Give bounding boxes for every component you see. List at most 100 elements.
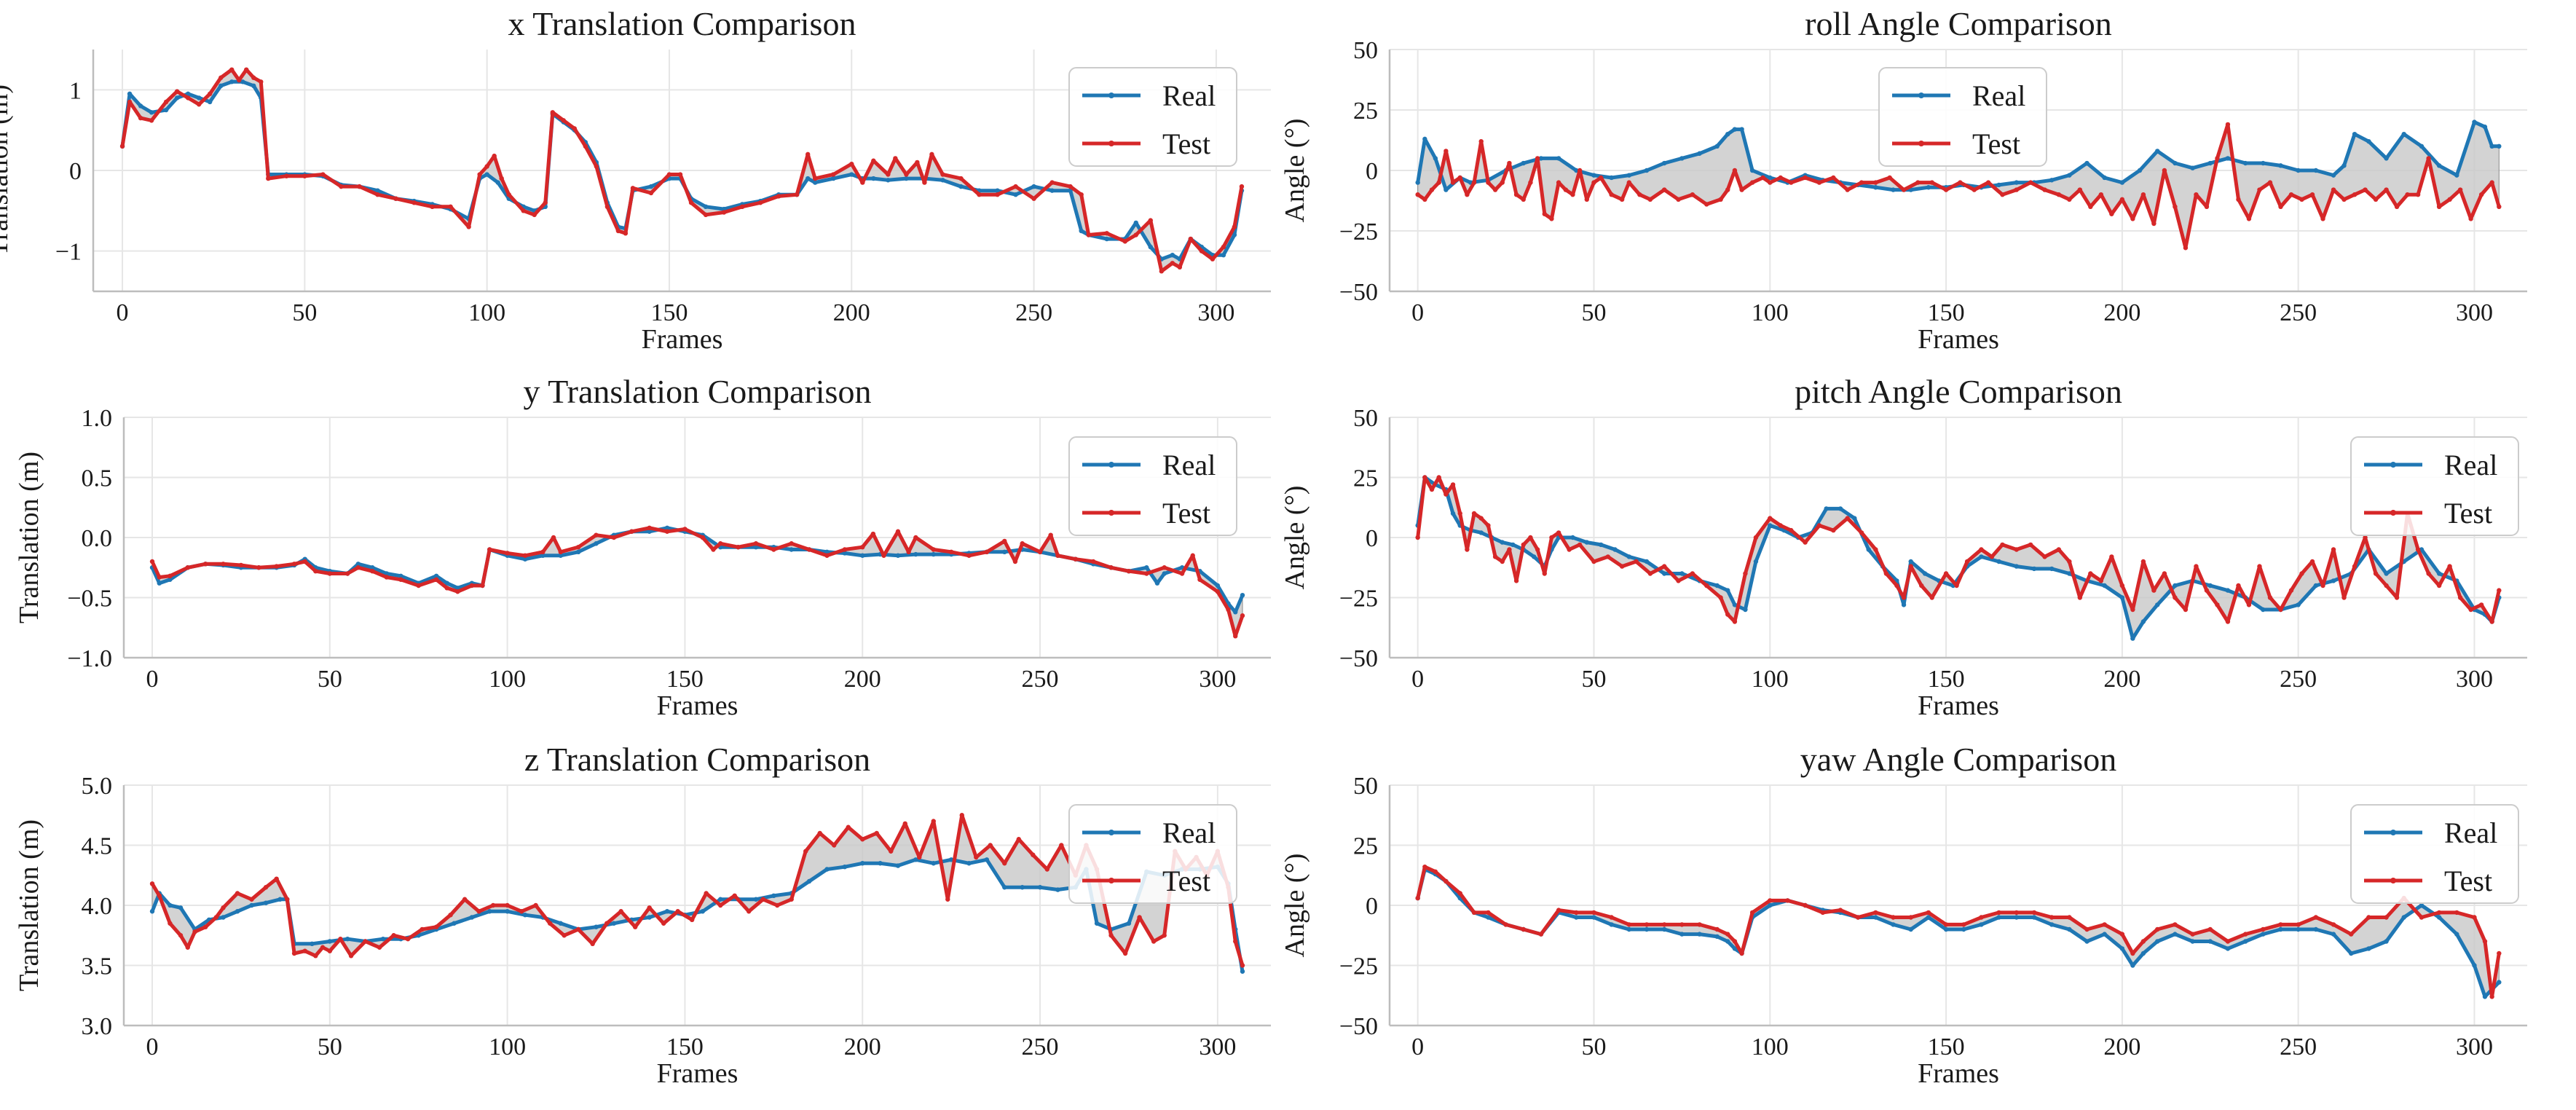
data-point-test — [1492, 187, 1498, 192]
data-point-real — [806, 878, 812, 884]
data-point-test — [1732, 168, 1738, 173]
data-point-real — [1979, 554, 1984, 559]
data-point-test — [1979, 547, 1984, 552]
data-point-test — [1845, 187, 1850, 192]
data-point-real — [2482, 994, 2488, 999]
data-point-test — [575, 926, 581, 932]
data-point-real — [1725, 939, 1730, 944]
data-point-test — [1507, 547, 1512, 552]
data-point-real — [1873, 915, 1878, 920]
series-line-test — [1416, 476, 2501, 623]
x-tick-label: 0 — [1411, 666, 1424, 693]
data-point-test — [2384, 187, 2389, 192]
data-point-real — [558, 553, 563, 558]
data-point-test — [1820, 910, 1826, 916]
data-point-real — [1725, 132, 1730, 137]
x-tick-label: 200 — [2103, 666, 2140, 693]
data-point-real — [664, 525, 670, 530]
data-point-test — [448, 913, 453, 918]
data-point-test — [2215, 156, 2220, 161]
data-point-real — [1768, 902, 1773, 908]
data-point-test — [202, 924, 208, 929]
data-point-test — [1148, 218, 1153, 223]
data-point-test — [2084, 926, 2089, 932]
data-point-real — [2084, 939, 2089, 944]
data-point-test — [806, 151, 811, 157]
data-point-real — [1732, 127, 1738, 132]
data-point-test — [1859, 180, 1864, 185]
data-point-real — [2155, 602, 2160, 607]
y-tick-label: −50 — [1339, 645, 1378, 672]
data-point-test — [1422, 197, 1427, 202]
y-tick-label: 5.0 — [82, 773, 113, 800]
data-point-test — [2028, 542, 2033, 548]
y-tick-label: 3.5 — [82, 953, 113, 980]
x-axis-label: Frames — [1918, 1058, 1999, 1089]
legend-label-real: Real — [1162, 79, 1216, 112]
data-point-test — [1626, 922, 1632, 927]
data-point-real — [1556, 156, 1561, 161]
data-point-test — [149, 118, 154, 123]
data-point-test — [302, 559, 307, 564]
data-point-test — [931, 547, 936, 552]
data-point-test — [1443, 149, 1449, 154]
data-point-test — [348, 953, 354, 959]
data-point-test — [959, 813, 964, 818]
data-point-test — [2194, 564, 2199, 569]
data-point-real — [871, 176, 876, 181]
data-point-test — [1584, 197, 1590, 202]
data-point-test — [1859, 530, 1864, 535]
data-point-real — [1679, 571, 1685, 576]
data-point-test — [974, 854, 979, 860]
data-point-test — [1122, 950, 1128, 956]
data-point-test — [2088, 204, 2093, 209]
data-point-real — [842, 551, 848, 556]
data-point-test — [1676, 578, 1681, 583]
data-point-real — [249, 902, 254, 908]
data-point-test — [1188, 236, 1194, 242]
data-point-test — [739, 204, 745, 209]
data-point-test — [1768, 180, 1773, 185]
x-tick-label: 250 — [1022, 1034, 1059, 1060]
data-point-test — [1422, 475, 1427, 480]
data-point-real — [1538, 156, 1544, 161]
data-point-real — [2331, 578, 2336, 583]
data-point-real — [2049, 922, 2055, 927]
data-point-test — [2257, 187, 2262, 192]
data-point-real — [703, 204, 709, 209]
data-point-test — [1908, 564, 1913, 569]
data-point-test — [813, 176, 818, 181]
data-point-real — [2472, 963, 2477, 968]
data-point-test — [2309, 559, 2315, 564]
data-point-test — [688, 200, 694, 205]
data-point-test — [2215, 602, 2220, 607]
data-point-test — [1500, 559, 1505, 564]
data-point-real — [138, 103, 143, 109]
data-point-test — [1732, 619, 1738, 624]
data-point-test — [506, 192, 511, 197]
data-point-real — [487, 909, 492, 914]
data-point-test — [1855, 915, 1861, 920]
data-point-real — [1609, 922, 1614, 927]
data-point-real — [1591, 173, 1596, 178]
data-point-test — [1162, 565, 1167, 570]
data-point-real — [1240, 593, 1245, 598]
x-tick-label: 200 — [844, 666, 881, 693]
data-point-real — [1697, 932, 1702, 937]
data-point-real — [375, 188, 380, 193]
data-point-test — [2296, 922, 2301, 927]
legend-marker-real — [2390, 462, 2396, 468]
x-tick-label: 250 — [2280, 1034, 2317, 1060]
data-point-real — [1753, 559, 1759, 564]
data-point-test — [476, 909, 481, 914]
data-point-test — [1549, 216, 1554, 221]
data-point-real — [2242, 160, 2248, 166]
data-point-real — [484, 172, 489, 177]
data-point-test — [562, 933, 567, 938]
data-point-real — [218, 83, 224, 89]
data-point-test — [363, 939, 368, 944]
data-point-test — [2162, 168, 2167, 173]
data-point-test — [1521, 197, 1526, 202]
data-point-real — [380, 937, 386, 942]
data-point-test — [1778, 175, 1783, 181]
